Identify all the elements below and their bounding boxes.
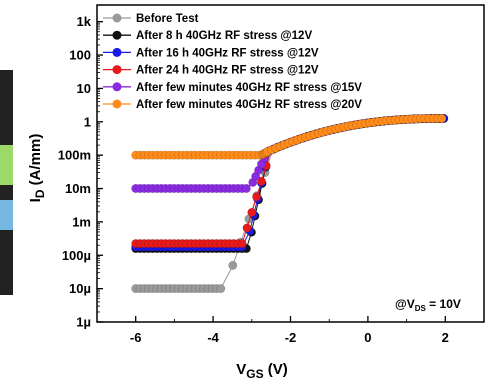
y-tick-label-4: 100m (58, 148, 91, 163)
data-point (216, 284, 226, 294)
annotation-vds: @VDS = 10V (395, 297, 461, 313)
series-5 (131, 114, 447, 160)
y-tick-labels: 1k 100 10 1 100m 10m 1m 100µ 10µ 1µ (58, 14, 92, 329)
x-axis-label-main: V (236, 361, 246, 378)
data-point (242, 223, 252, 233)
legend: Before Test After 8 h 40GHz RF stress @12… (103, 13, 362, 111)
y-tick-label-5: 10m (65, 181, 91, 196)
left-edge-photo-band-2 (0, 200, 13, 230)
x-tick-label-4: 2 (442, 330, 449, 345)
x-axis-label: VGS (V) (236, 361, 288, 381)
data-point (228, 260, 238, 270)
x-tick-label-2: -2 (285, 330, 297, 345)
series-3 (131, 114, 446, 249)
x-tick-label-1: -4 (207, 330, 219, 345)
legend-label-3: After 24 h 40GHz RF stress @12V (136, 65, 319, 77)
legend-marker-0 (112, 13, 122, 23)
y-axis-label-unit: (A/mm) (27, 134, 44, 190)
y-tick-label-7: 100µ (62, 248, 91, 263)
y-tick-label-1: 100 (69, 48, 91, 63)
legend-marker-1 (112, 30, 122, 40)
x-tick-label-3: 0 (364, 330, 371, 345)
y-axis-label-sub: D (33, 189, 47, 198)
data-point (247, 207, 257, 217)
annotation-main: @V (395, 297, 415, 311)
annotation-sub: DS (415, 304, 427, 313)
plot-area (96, 4, 485, 323)
series-2 (131, 114, 449, 252)
annotation-tail: = 10V (426, 297, 461, 311)
data-point (257, 176, 266, 186)
x-tick-label-0: -6 (130, 330, 142, 345)
y-tick-label-9: 1µ (76, 315, 91, 330)
y-tick-label-2: 10 (77, 81, 91, 96)
data-point (237, 239, 247, 249)
legend-label-1: After 8 h 40GHz RF stress @12V (136, 30, 312, 42)
legend-label-5: After few minutes 40GHz RF stress @20V (136, 99, 362, 111)
y-tick-label-8: 10µ (69, 281, 91, 296)
data-series (131, 114, 449, 294)
y-axis-label: ID (A/mm) (27, 134, 47, 203)
y-tick-label-0: 1k (77, 14, 92, 29)
left-edge-photo-band (0, 145, 13, 185)
x-axis-label-unit: (V) (264, 361, 288, 378)
y-tick-label-3: 1 (84, 114, 91, 129)
data-point (252, 192, 262, 202)
series-line-2 (135, 118, 444, 248)
series-line-3 (135, 118, 442, 245)
data-point (437, 114, 447, 123)
y-tick-label-6: 1m (72, 214, 91, 229)
x-tick-labels: -6 -4 -2 0 2 (130, 330, 449, 345)
legend-marker-3 (112, 65, 122, 75)
legend-label-0: Before Test (136, 13, 199, 25)
y-axis-label-main: I (27, 198, 44, 202)
series-1 (131, 114, 449, 254)
legend-marker-5 (112, 99, 122, 109)
legend-marker-4 (112, 82, 122, 92)
x-axis-label-sub: GS (246, 367, 263, 381)
legend-marker-2 (112, 47, 122, 57)
legend-label-4: After few minutes 40GHz RF stress @15V (136, 82, 362, 94)
data-point (241, 184, 251, 193)
legend-label-2: After 16 h 40GHz RF stress @12V (136, 47, 319, 59)
